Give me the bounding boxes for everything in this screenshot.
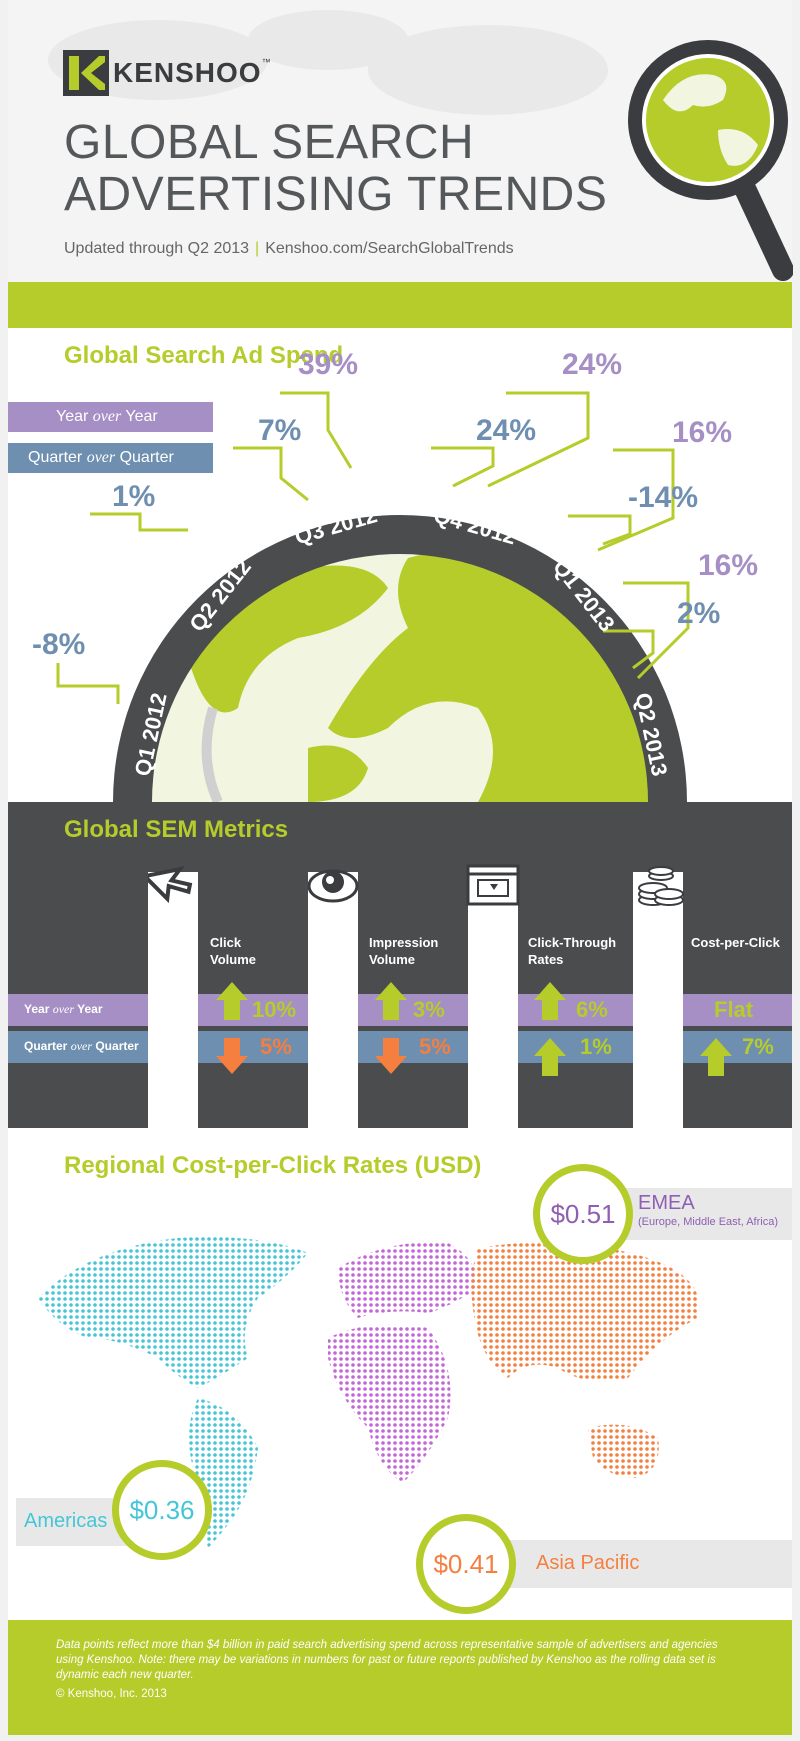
arrow-down-icon [216,1038,248,1074]
brand-name: KENSHOO™ [113,57,272,88]
pillar-ctr [468,872,518,1128]
pillar-click [148,872,198,1128]
regional-cpc-title: Regional Cost-per-Click Rates (USD) [64,1152,482,1179]
cpc-yoy-value: Flat [714,997,754,1022]
apac-name: Asia Pacific [536,1552,640,1574]
impression-yoy-value: 3% [413,997,445,1022]
footer-note: Data points reflect more than $4 billion… [56,1639,718,1681]
cursor-arrow-icon [148,866,193,904]
q1-2013-yoy-value: 16% [672,416,733,449]
q3-2012-qoq-value: 7% [258,414,302,447]
subtitle: Updated through Q2 2013 | Kenshoo.com/Sear… [64,240,514,257]
qoq-row-label: Quarter over Quarter [24,1039,139,1053]
q2-2013-qoq-value: 2% [677,597,721,630]
emea-price-badge: $0.51 [533,1164,633,1264]
impression-qoq-value: 5% [419,1034,451,1059]
q4-2012-qoq-value: 24% [476,414,537,447]
q1-2013-qoq-value: -14% [628,481,699,514]
kenshoo-logo-icon [63,50,109,96]
africa-map [328,1324,451,1483]
arrow-up-icon [216,982,248,1020]
pillar-cpc [633,872,683,1128]
legend-quarter-over-quarter: Quarter over Quarter [8,443,213,473]
legend-year-over-year: Year over Year [8,402,213,432]
metric-label-impression: Impression Volume [369,935,439,967]
metric-label-ctr: Click-Through Rates [528,935,617,967]
emea-name: EMEA [638,1192,695,1214]
coins-icon [638,866,684,906]
arrow-up-icon [534,982,566,1020]
leader-lines [56,391,690,704]
browser-window-icon [466,864,520,906]
cpc-qoq-value: 7% [742,1034,774,1059]
ctr-qoq-value: 1% [580,1034,612,1059]
arrow-down-icon [375,1038,407,1074]
apac-label-band [478,1540,792,1588]
europe-map [338,1242,478,1318]
arrow-up-icon [534,1038,566,1076]
asia-map [471,1242,700,1382]
metric-arrows [216,982,732,1076]
arrow-up-icon [700,1038,732,1076]
click-yoy-value: 10% [252,997,297,1022]
quarter-arc-globe: Q1 2012 Q2 2012 Q3 2012 Q4 2012 Q1 2013 … [56,391,690,802]
q4-2012-yoy-value: 24% [562,348,623,381]
q2-2012-qoq-value: 1% [112,480,156,513]
header: KENSHOO™ GLOBAL SEARCH ADVERTISING TREND… [8,0,793,282]
americas-north-map [38,1237,308,1388]
sem-metrics-title: Global SEM Metrics [64,816,289,843]
apac-price-badge: $0.41 [416,1514,516,1614]
americas-price-badge: $0.36 [112,1460,212,1560]
q1-2012-qoq-value: -8% [32,628,86,661]
eye-icon [308,869,359,903]
page-title: GLOBAL SEARCH ADVERTISING TRENDS [64,116,608,221]
q2-2013-yoy-value: 16% [698,549,759,582]
ctr-yoy-value: 6% [576,997,608,1022]
ad-spend-section: Global Search Ad Spend Year over Year Qu… [8,328,792,802]
metric-label-cpc: Cost-per-Click [691,935,780,950]
footer: Data points reflect more than $4 billion… [8,1620,792,1735]
magnifying-glass-icon [628,40,793,281]
americas-name: Americas [24,1510,108,1532]
click-qoq-value: 5% [260,1034,292,1059]
green-divider-band [8,282,792,328]
australia-map [588,1424,659,1478]
emea-detail: (Europe, Middle East, Africa) [638,1216,779,1228]
footer-copyright: © Kenshoo, Inc. 2013 [56,1688,167,1700]
sem-metrics-section: Global SEM Metrics Year over Year Quarte… [8,802,792,1128]
regional-cpc-section: Regional Cost-per-Click Rates (USD) $0.5… [8,1128,792,1620]
quarter-arc-band [113,515,687,802]
pillar-impression [308,872,358,1128]
ad-spend-title: Global Search Ad Spend [64,342,344,369]
q3-2012-yoy-value: 39% [298,348,359,381]
yoy-row-label: Year over Year [24,1002,103,1016]
arrow-up-icon [375,982,407,1020]
dotted-world-map [38,1237,700,1548]
metric-label-click: Click Volume [210,935,256,967]
